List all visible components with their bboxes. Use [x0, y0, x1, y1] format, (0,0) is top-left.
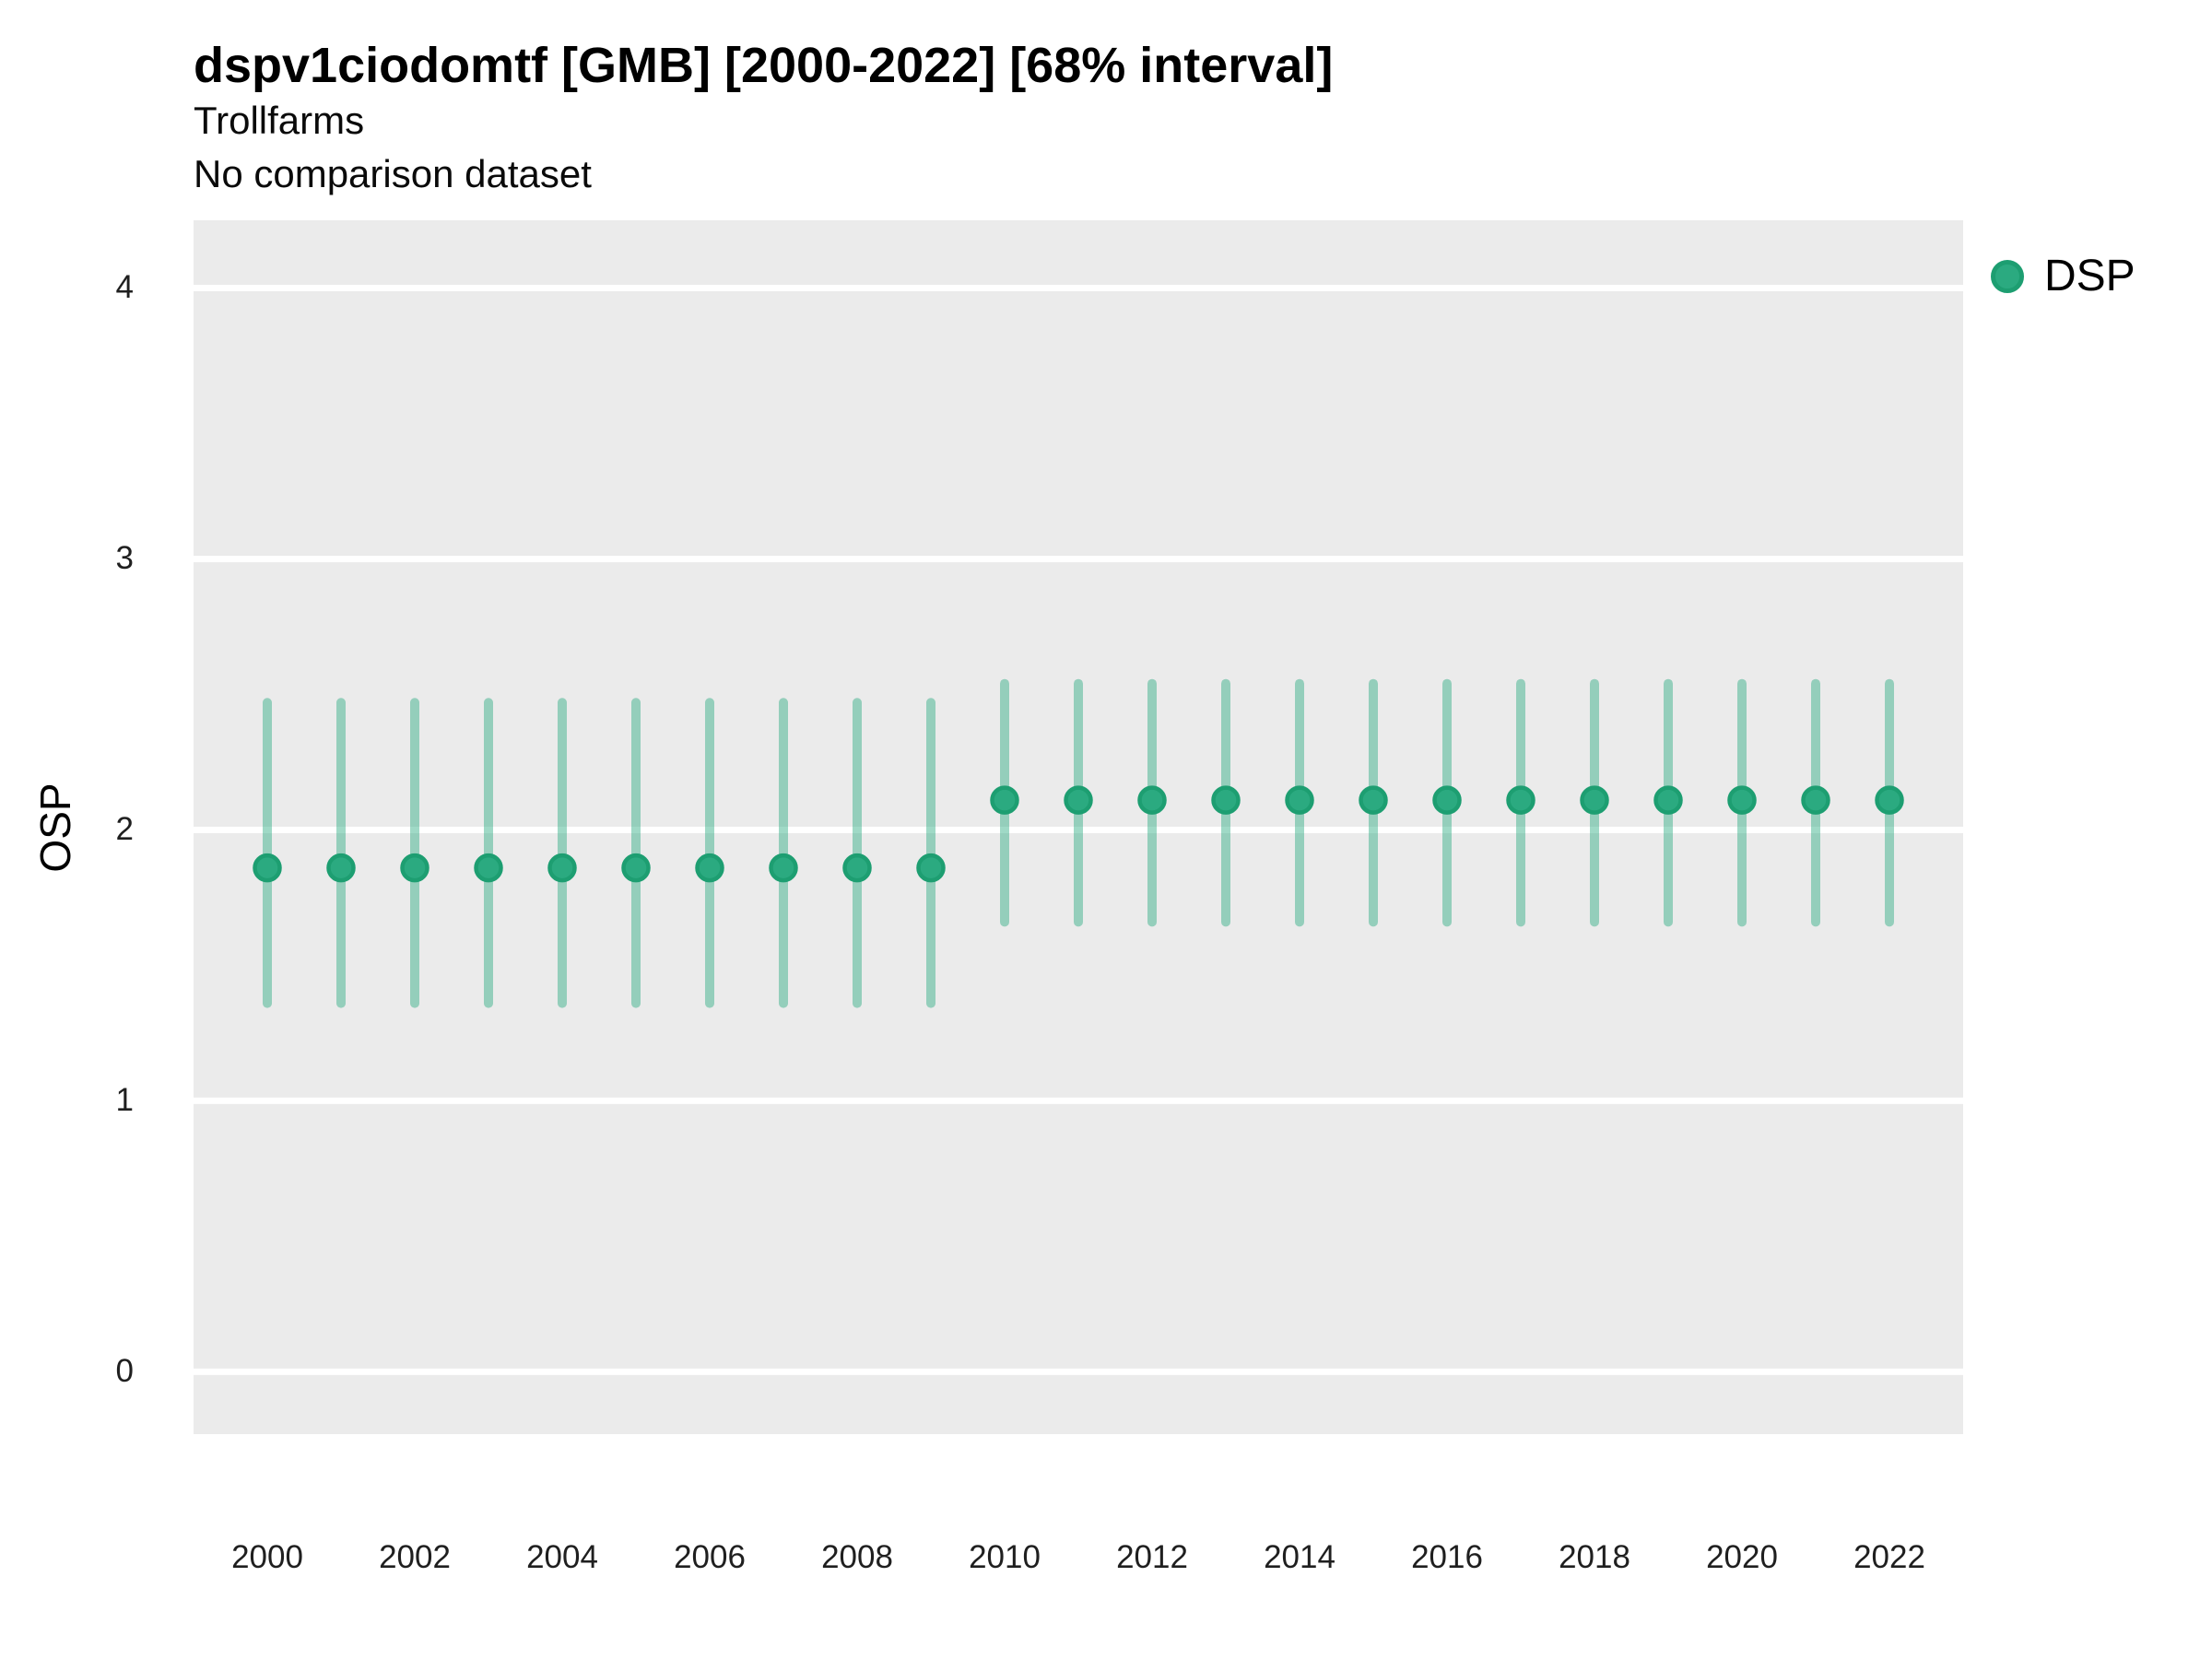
x-tick-label-2000: 2000 [231, 1539, 303, 1575]
legend-point-swatch [1991, 260, 2024, 293]
point-marker-2001 [326, 853, 356, 883]
point-marker-2006 [695, 853, 724, 883]
legend-label-dsp: DSP [2044, 252, 2136, 300]
point-marker-2005 [621, 853, 651, 883]
point-marker-2018 [1580, 785, 1609, 815]
point-marker-2020 [1727, 785, 1757, 815]
x-tick-label-2014: 2014 [1264, 1539, 1335, 1575]
chart-header: dspv1ciodomtf [GMB] [2000-2022] [68% int… [194, 37, 1333, 201]
point-marker-2017 [1506, 785, 1535, 815]
x-tick-label-2002: 2002 [379, 1539, 451, 1575]
point-marker-2007 [769, 853, 798, 883]
pointrange-plot [194, 284, 1963, 1375]
x-tick-label-2010: 2010 [969, 1539, 1041, 1575]
x-tick-label-2016: 2016 [1411, 1539, 1483, 1575]
point-marker-2012 [1137, 785, 1167, 815]
x-tick-label-2008: 2008 [821, 1539, 893, 1575]
point-marker-2002 [400, 853, 429, 883]
x-tick-label-2004: 2004 [526, 1539, 598, 1575]
chart-subtitle-line1: Trollfarms [194, 99, 365, 142]
point-marker-2019 [1653, 785, 1683, 815]
x-tick-label-2018: 2018 [1559, 1539, 1630, 1575]
point-marker-2014 [1285, 785, 1314, 815]
point-marker-2010 [990, 785, 1019, 815]
x-tick-label-2012: 2012 [1116, 1539, 1188, 1575]
legend: DSP [1991, 251, 2136, 302]
x-tick-label-2006: 2006 [674, 1539, 746, 1575]
point-marker-2013 [1211, 785, 1241, 815]
y-tick-label-3: 3 [115, 540, 134, 577]
point-marker-2022 [1875, 785, 1904, 815]
y-tick-label-0: 0 [115, 1353, 134, 1390]
plot-panel [194, 220, 1963, 1434]
x-tick-label-2022: 2022 [1853, 1539, 1925, 1575]
point-marker-2004 [547, 853, 577, 883]
x-tick-label-2020: 2020 [1706, 1539, 1778, 1575]
point-marker-2015 [1359, 785, 1388, 815]
chart-subtitle-line2: No comparison dataset [194, 152, 592, 195]
y-tick-label-2: 2 [115, 811, 134, 848]
point-marker-2021 [1801, 785, 1830, 815]
point-marker-2000 [253, 853, 282, 883]
y-tick-label-4: 4 [115, 269, 134, 306]
point-marker-2016 [1432, 785, 1462, 815]
point-marker-2008 [842, 853, 872, 883]
chart-title: dspv1ciodomtf [GMB] [2000-2022] [68% int… [194, 38, 1334, 93]
point-marker-2003 [474, 853, 503, 883]
y-tick-label-1: 1 [115, 1082, 134, 1119]
point-marker-2009 [916, 853, 946, 883]
point-marker-2011 [1064, 785, 1093, 815]
